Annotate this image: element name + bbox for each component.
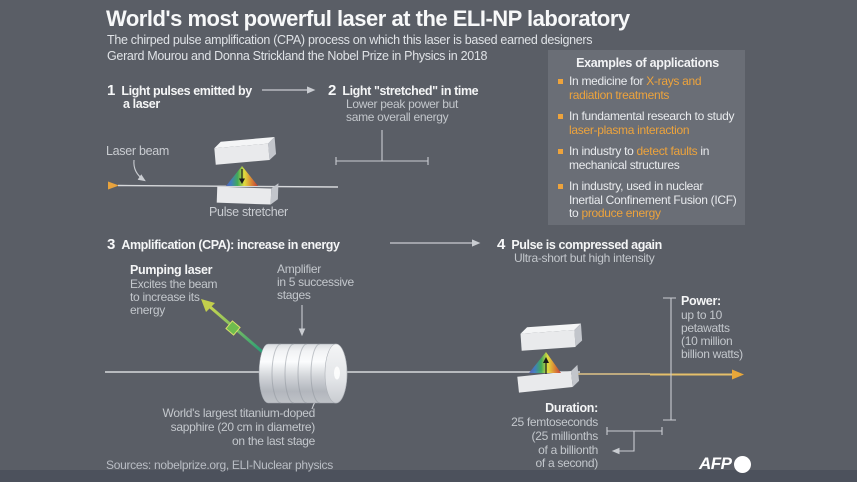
duration-line1: 25 femtoseconds	[511, 415, 598, 429]
duration-line4: of a second)	[535, 456, 599, 470]
power-line2: petawatts	[681, 321, 730, 335]
sapphire-caption-line2: sapphire (20 cm in diametre)	[170, 420, 316, 434]
sapphire-caption-line3: on the last stage	[232, 434, 315, 448]
pumping-laser-line3: energy	[130, 303, 165, 317]
applications-panel: Examples of applications In medicine for…	[548, 50, 745, 225]
step-2-title: Light "stretched" in time	[342, 84, 479, 98]
application-4-pre: In industry, used in nuclear Inertial Co…	[569, 179, 737, 220]
application-4-highlight: produce energy	[581, 206, 661, 220]
applications-title: Examples of applications	[576, 56, 719, 70]
power-line4: billion watts)	[681, 347, 743, 361]
step-4-number: 4	[497, 236, 506, 253]
step-3-number: 3	[107, 236, 116, 253]
step-4-title: Pulse is compressed again	[511, 238, 662, 252]
application-text-1: In medicine for X-rays and radiation tre…	[569, 74, 737, 102]
step-1-number: 1	[107, 82, 116, 99]
power-bracket	[663, 297, 676, 421]
beam-start-arrow-icon	[108, 181, 119, 190]
beam-line-row1	[117, 184, 339, 188]
pulse-stretcher-gratings	[214, 137, 279, 205]
duration-line3: of a billionth	[538, 443, 598, 457]
duration-pointer	[611, 431, 635, 455]
subtitle-line2: Gerard Mourou and Donna Strickland the N…	[107, 49, 488, 63]
amplifier-cylinder	[258, 343, 348, 404]
compressor-gratings	[517, 323, 583, 393]
amplifier-line2: in 5 successive	[277, 275, 354, 289]
application-1-highlight: X-rays and radiation treatments	[569, 74, 702, 102]
stretched-wave-bracket	[335, 130, 429, 165]
step-2-heading: 2 Light "stretched" in time	[328, 82, 479, 99]
step-1-title: Light pulses emitted by	[121, 84, 252, 98]
pumping-laser-title: Pumping laser	[130, 263, 213, 277]
application-2-pre: In fundamental research to study	[569, 109, 735, 123]
pump-beam	[201, 299, 267, 357]
application-item-2: In fundamental research to study laser-p…	[558, 109, 737, 137]
duration-line2: (25 millionths	[531, 429, 599, 443]
application-text-3: In industry to detect faults in mechanic…	[569, 144, 737, 172]
step-2-sub2: same overall energy	[346, 110, 449, 124]
step-1-heading: 1 Light pulses emitted by	[107, 82, 252, 99]
laser-beam-pointer	[133, 159, 146, 182]
subtitle-line1: The chirped pulse amplification (CPA) pr…	[107, 33, 593, 47]
step-4-heading: 4 Pulse is compressed again	[497, 236, 662, 253]
application-item-4: In industry, used in nuclear Inertial Co…	[558, 179, 737, 221]
sources-text: Sources: nobelprize.org, ELI-Nuclear phy…	[106, 458, 333, 472]
output-beam-arrow	[650, 369, 744, 380]
bullet-icon	[558, 79, 563, 84]
step-4-sub: Ultra-short but high intensity	[514, 251, 655, 265]
step-2-sub1: Lower peak power but	[346, 97, 459, 111]
amplifier-line3: stages	[277, 288, 311, 302]
laser-beam-label: Laser beam	[106, 144, 170, 158]
application-text-2: In fundamental research to study laser-p…	[569, 109, 737, 137]
amplifier-line1: Amplifier	[277, 262, 321, 276]
application-1-pre: In medicine for	[569, 74, 647, 88]
application-item-3: In industry to detect faults in mechanic…	[558, 144, 737, 172]
afp-logo-dot-icon	[734, 456, 751, 473]
step-2-number: 2	[328, 82, 337, 99]
footer-bar	[0, 470, 857, 482]
bullet-icon	[558, 114, 563, 119]
page-title: World's most powerful laser at the ELI-N…	[106, 6, 630, 31]
application-3-highlight: detect faults	[636, 144, 698, 158]
bullet-icon	[558, 184, 563, 189]
afp-logo-text: AFP	[699, 454, 732, 473]
application-text-4: In industry, used in nuclear Inertial Co…	[569, 179, 737, 221]
sapphire-caption-line1: World's largest titanium-doped	[162, 406, 316, 420]
pulse-stretcher-label: Pulse stretcher	[209, 205, 288, 219]
step-3-heading: 3 Amplification (CPA): increase in energ…	[107, 236, 340, 253]
power-line1: up to 10	[681, 308, 722, 322]
application-item-1: In medicine for X-rays and radiation tre…	[558, 74, 737, 102]
pumping-laser-line2: to increase its	[130, 290, 200, 304]
pumping-laser-line1: Excites the beam	[130, 277, 218, 291]
application-3-pre: In industry to	[569, 144, 637, 158]
power-line3: (10 million	[681, 334, 733, 348]
duration-title: Duration:	[545, 401, 598, 415]
power-title: Power:	[681, 294, 721, 308]
application-3-post: in mechanical structures	[569, 144, 710, 172]
bullet-icon	[558, 149, 563, 154]
step-1-title-line2: a laser	[123, 97, 160, 111]
application-2-highlight: laser-plasma interaction	[569, 122, 690, 137]
step-3-title: Amplification (CPA): increase in energy	[121, 238, 340, 252]
